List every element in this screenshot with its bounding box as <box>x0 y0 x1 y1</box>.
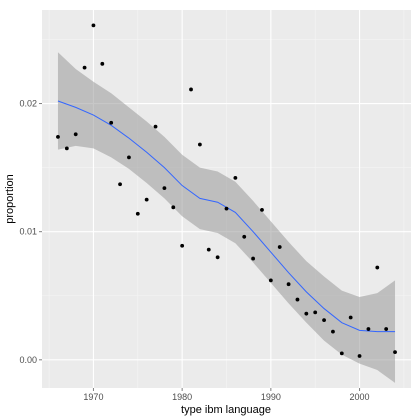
data-point <box>224 206 229 211</box>
data-point <box>313 310 318 315</box>
data-point <box>286 282 291 287</box>
data-point <box>366 327 371 331</box>
data-point <box>100 61 105 66</box>
data-point <box>73 132 78 137</box>
data-point <box>242 234 247 239</box>
y-tick-label: 0.02 <box>19 99 37 109</box>
data-point <box>260 207 264 212</box>
data-point <box>268 278 273 283</box>
data-point <box>153 124 158 129</box>
data-point <box>295 297 300 302</box>
x-tick-label: 1970 <box>83 392 103 402</box>
y-axis-title: proportion <box>4 174 16 224</box>
data-point <box>322 318 326 322</box>
data-point <box>135 211 140 216</box>
data-point <box>233 175 238 180</box>
data-point <box>304 311 309 316</box>
data-point <box>375 265 380 270</box>
data-point <box>348 315 353 320</box>
data-point <box>64 146 69 151</box>
x-tick-label: 1990 <box>261 392 281 402</box>
data-point <box>91 23 96 28</box>
confidence-band <box>57 52 396 383</box>
y-tick-label: 0.00 <box>19 355 37 365</box>
data-point <box>251 256 256 261</box>
data-point <box>339 351 344 356</box>
data-point <box>56 134 60 139</box>
data-point <box>357 354 362 358</box>
data-point <box>215 255 220 260</box>
x-tick-label: 2000 <box>350 392 370 402</box>
y-axis-ticks: 0.00 0.01 0.02 <box>19 99 42 365</box>
data-point <box>162 186 167 191</box>
data-point <box>82 65 87 70</box>
data-point <box>171 205 176 210</box>
data-point <box>331 329 335 334</box>
data-point <box>109 120 114 125</box>
data-point <box>277 245 282 249</box>
data-points <box>56 23 397 358</box>
data-point <box>144 197 149 202</box>
y-tick-label: 0.01 <box>19 227 37 237</box>
x-axis-title: type ibm language <box>181 404 271 416</box>
x-axis-ticks: 1970 1980 1990 2000 <box>83 388 370 402</box>
data-point <box>197 142 202 147</box>
data-point <box>206 247 211 252</box>
data-point <box>189 87 193 92</box>
data-point <box>127 155 131 160</box>
data-point <box>384 327 389 331</box>
data-point <box>393 350 397 355</box>
data-point <box>118 182 122 187</box>
data-point <box>180 243 185 248</box>
x-tick-label: 1980 <box>172 392 192 402</box>
